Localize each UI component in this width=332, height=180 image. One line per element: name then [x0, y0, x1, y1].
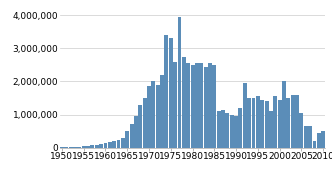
Bar: [282, 82, 286, 148]
Bar: [212, 65, 216, 148]
Bar: [82, 146, 86, 148]
Bar: [147, 86, 151, 148]
Bar: [117, 140, 121, 148]
Bar: [234, 116, 238, 148]
Bar: [312, 141, 316, 148]
Bar: [204, 67, 208, 148]
Bar: [269, 111, 273, 148]
Bar: [304, 126, 308, 148]
Bar: [225, 113, 229, 148]
Bar: [230, 114, 234, 148]
Bar: [156, 85, 160, 148]
Bar: [77, 147, 81, 148]
Bar: [247, 98, 251, 148]
Bar: [295, 95, 299, 148]
Bar: [191, 65, 195, 148]
Bar: [291, 95, 295, 148]
Bar: [90, 145, 94, 148]
Bar: [69, 147, 73, 148]
Bar: [256, 96, 260, 148]
Bar: [164, 35, 168, 148]
Bar: [64, 147, 68, 148]
Bar: [208, 63, 212, 148]
Bar: [125, 131, 129, 148]
Bar: [199, 63, 203, 148]
Bar: [138, 105, 142, 148]
Bar: [308, 126, 312, 148]
Bar: [299, 113, 303, 148]
Bar: [221, 110, 225, 148]
Bar: [238, 108, 242, 148]
Bar: [151, 82, 155, 148]
Bar: [317, 133, 321, 148]
Bar: [173, 62, 177, 148]
Bar: [186, 63, 190, 148]
Bar: [108, 142, 112, 148]
Bar: [178, 17, 182, 148]
Bar: [86, 146, 90, 148]
Bar: [143, 98, 147, 148]
Bar: [134, 116, 138, 148]
Bar: [99, 144, 103, 148]
Bar: [129, 124, 133, 148]
Bar: [121, 138, 125, 148]
Bar: [104, 143, 108, 148]
Bar: [265, 101, 269, 148]
Bar: [112, 141, 116, 148]
Bar: [95, 145, 99, 148]
Bar: [160, 75, 164, 148]
Bar: [252, 98, 256, 148]
Bar: [260, 100, 264, 148]
Bar: [243, 83, 247, 148]
Bar: [321, 131, 325, 148]
Bar: [195, 63, 199, 148]
Bar: [182, 57, 186, 148]
Bar: [217, 111, 221, 148]
Bar: [287, 98, 290, 148]
Bar: [278, 100, 282, 148]
Bar: [273, 96, 277, 148]
Bar: [169, 39, 173, 148]
Bar: [73, 147, 77, 148]
